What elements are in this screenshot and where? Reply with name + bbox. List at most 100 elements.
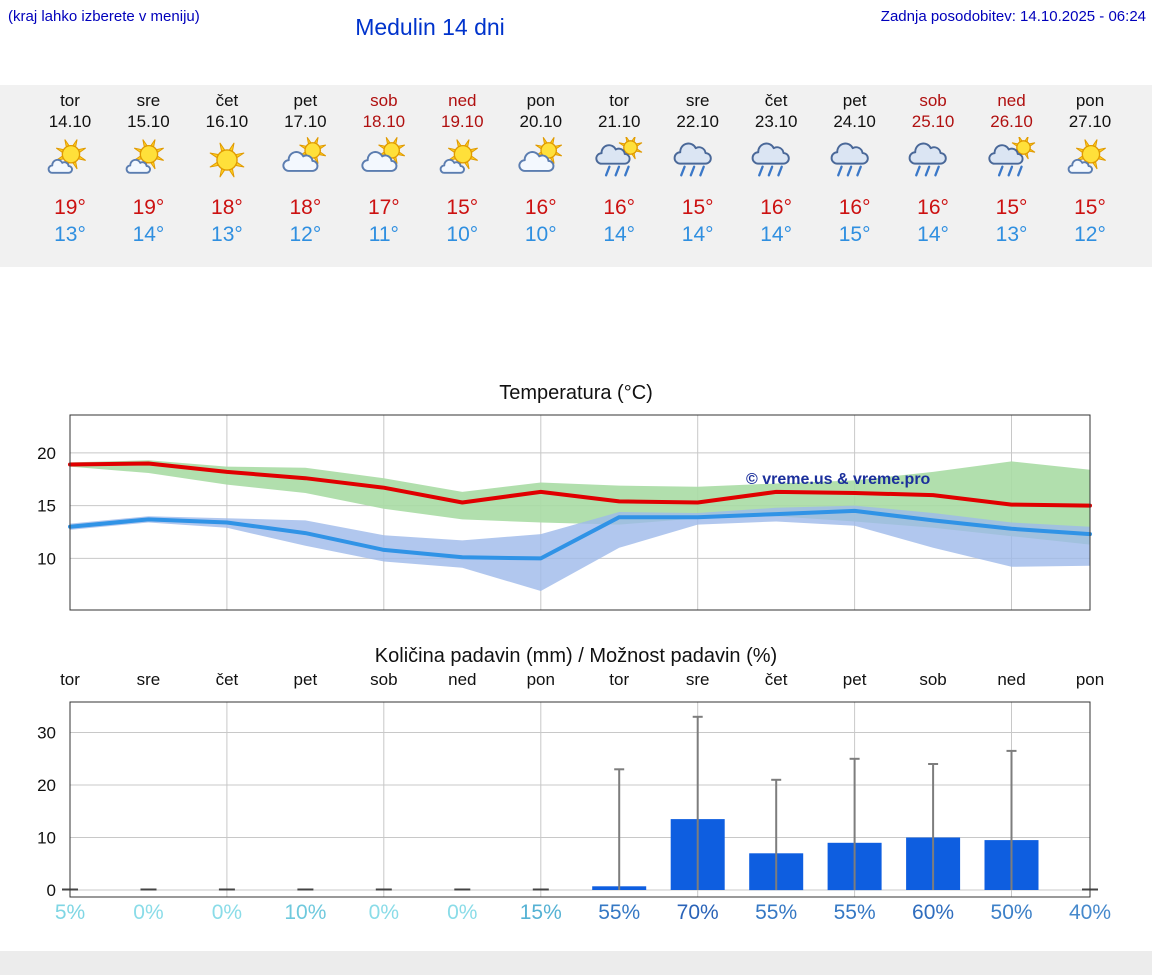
high-temp: 16°: [524, 196, 557, 219]
precip-probability-row: 5% 0% 0% 10% 0% 0% 15% 55% 70% 55% 55% 60% 50% 40%: [0, 901, 1152, 931]
partly-cloudy-icon: [361, 137, 405, 172]
precip-probability: 15%: [519, 901, 562, 924]
precip-day-label: sre: [136, 670, 161, 689]
day-date: 26.10: [990, 112, 1033, 131]
zero-precip-tick: [375, 888, 392, 891]
rain-drop: [915, 165, 921, 177]
weather-icon-wrap: [31, 137, 110, 187]
forecast-day-6: pon 20.10 16° 10°: [501, 90, 580, 247]
high-temp: 16°: [603, 196, 636, 219]
y-tick-label: 20: [37, 444, 56, 463]
low-temp: 12°: [289, 223, 322, 246]
day-date: 27.10: [1068, 112, 1112, 131]
weather-icon-wrap: [344, 137, 423, 187]
y-tick-label: 15: [37, 497, 56, 516]
rain-drop: [614, 165, 621, 177]
forecast-day-12: ned 26.10 15° 13°: [972, 90, 1051, 247]
precip-whiskers: [614, 715, 1017, 890]
precip-probability: 55%: [833, 901, 876, 924]
sun-disc: [61, 144, 81, 164]
sunny-icon: [209, 142, 245, 178]
day-date: 25.10: [911, 112, 955, 131]
low-temp: 14°: [917, 223, 949, 246]
cloud-shape: [595, 144, 631, 165]
low-temp: 12°: [1074, 223, 1106, 246]
day-name: sre: [685, 91, 710, 110]
precip-day-label: pon: [1075, 670, 1105, 689]
mostly-sunny-icon: [1067, 139, 1106, 174]
plot-border: [69, 414, 1091, 611]
low-temp: 13°: [211, 223, 243, 246]
cloud-shape: [751, 142, 790, 165]
day-name: čet: [764, 91, 788, 110]
last-updated: Zadnja posodobitev: 14.10.2025 - 06:24: [880, 8, 1146, 25]
day-name: pon: [526, 91, 555, 110]
rain-drop: [624, 165, 630, 177]
day-name: ned: [997, 91, 1026, 110]
precip-probability: 50%: [990, 901, 1033, 924]
precip-bars: [62, 819, 1098, 891]
sun-disc: [304, 142, 322, 159]
zero-precip-tick: [454, 888, 471, 891]
rain-icon: [673, 142, 712, 177]
precip-day-label: sre: [685, 670, 710, 689]
high-temp: 18°: [211, 196, 243, 219]
precip-probability: 0%: [211, 901, 243, 924]
rain-drop: [934, 165, 940, 177]
zero-precip-tick: [297, 888, 314, 891]
temperature-chart: 10 15 20 © vreme.us & vreme.pro: [37, 414, 1092, 611]
precip-day-label: ned: [997, 670, 1026, 689]
rain-drop: [679, 165, 686, 177]
precip-day-label: ned: [448, 670, 477, 689]
high-temp: 15°: [681, 196, 714, 219]
rain-icon: [830, 142, 869, 177]
sun-disc: [540, 142, 557, 159]
min-temp-range-band: [70, 505, 1090, 591]
mostly-sunny-icon: [126, 139, 165, 174]
rain-sun-icon: [595, 135, 643, 177]
cloud-shape: [908, 142, 947, 165]
plot-border: [69, 701, 1091, 898]
precip-day-label: tor: [609, 670, 630, 689]
weather-icon-wrap: [580, 135, 659, 187]
day-name: pon: [1075, 91, 1105, 110]
day-name: čet: [215, 91, 239, 110]
high-temp: 16°: [917, 196, 949, 219]
forecast-day-5: ned 19.10 15° 10°: [423, 90, 502, 247]
weather-icon-wrap: [815, 137, 894, 187]
rain-drop: [997, 165, 1004, 177]
low-temp: 14°: [681, 223, 714, 246]
forecast-day-8: sre 22.10 15° 14°: [658, 90, 737, 247]
weather-icon-wrap: [894, 137, 973, 187]
rain-drop: [846, 165, 852, 177]
rain-drop: [836, 165, 843, 177]
precip-day-label: pet: [293, 670, 318, 689]
y-tick-label: 20: [37, 776, 56, 795]
watermark: © vreme.us & vreme.pro: [746, 471, 931, 488]
precip-chart-title: Količina padavin (mm) / Možnost padavin …: [374, 645, 778, 667]
precip-day-label: pet: [842, 670, 867, 689]
precip-probability: 5%: [54, 901, 86, 924]
precip-probability: 70%: [676, 901, 719, 924]
forecast-strip: tor 14.10 19° 13° sre 15.10 19° 14° čet 16.10 18° 1…: [0, 85, 1152, 267]
sun-disc: [140, 144, 159, 164]
precip-probability: 0%: [447, 901, 478, 924]
rain-drop: [698, 165, 705, 177]
precip-probability: 0%: [133, 901, 164, 924]
cloud-shape: [126, 158, 152, 174]
mostly-sunny-icon: [47, 139, 86, 174]
rain-drop: [767, 165, 774, 177]
high-temp: 16°: [838, 196, 871, 219]
day-date: 22.10: [676, 112, 719, 131]
rain-drop: [777, 165, 784, 177]
high-temp: 15°: [446, 196, 479, 219]
cloud-shape: [282, 151, 319, 172]
precip-probability: 55%: [755, 901, 798, 924]
low-temp: 13°: [54, 223, 86, 246]
sun-rays: [209, 142, 245, 178]
sun-disc: [623, 140, 639, 155]
precip-day-label: pon: [526, 670, 555, 689]
min-temp-line: [68, 508, 1092, 561]
cloud-shape: [47, 158, 73, 174]
weather-icon-wrap: [501, 137, 580, 187]
